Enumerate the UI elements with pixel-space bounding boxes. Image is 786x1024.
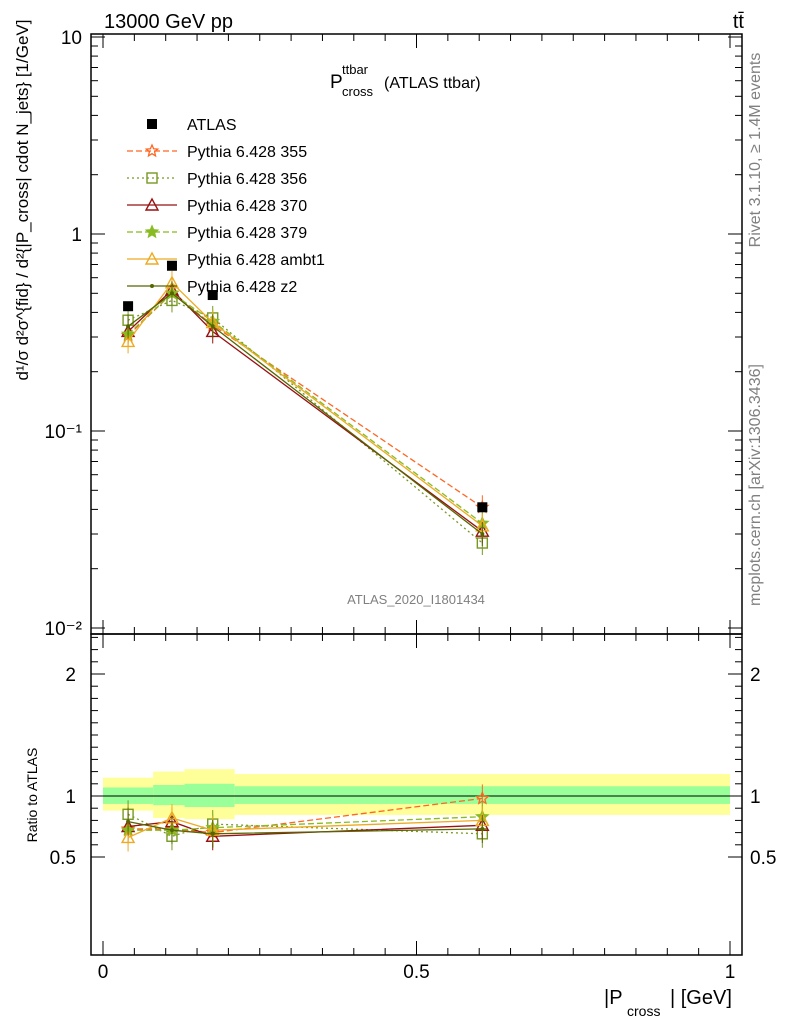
ratio-tick-label-left: 2 — [65, 665, 76, 686]
ratio-series-line — [128, 820, 483, 837]
y-tick-label: 10 — [61, 28, 82, 49]
dot-marker — [169, 828, 174, 833]
svg-text:P: P — [330, 72, 343, 93]
series-layer — [120, 270, 490, 852]
ratio-series-line — [127, 820, 483, 835]
svg-text:(ATLAS ttbar): (ATLAS ttbar) — [384, 75, 481, 92]
ratio-tick-label-right: 1 — [750, 787, 761, 808]
series-5 — [126, 281, 485, 848]
x-axis-title: |P cross | [GeV] — [604, 987, 732, 1019]
open-star-marker — [144, 143, 160, 158]
legend-label: Pythia 6.428 370 — [187, 198, 307, 215]
legend-item-1: Pythia 6.428 356 — [127, 171, 307, 188]
reference-point — [207, 290, 218, 301]
reference-point — [123, 301, 134, 312]
legend-label: Pythia 6.428 379 — [187, 225, 307, 242]
svg-text:cross: cross — [342, 84, 374, 99]
ratio-y-axis-title: Ratio to ATLAS — [24, 748, 40, 843]
legend-item-4: Pythia 6.428 ambt1 — [127, 251, 325, 269]
title-sup: ttbar — [342, 62, 369, 77]
svg-text:| [GeV]: | [GeV] — [670, 987, 732, 1009]
dot-marker — [210, 324, 215, 329]
dot-marker — [126, 819, 131, 824]
source-label: mcplots.cern.ch [arXiv:1306.3436] — [747, 364, 764, 606]
series-line — [127, 281, 483, 527]
reference-point — [477, 502, 488, 513]
y-tick-label: 1 — [71, 225, 82, 246]
legend-item-0: Pythia 6.428 355 — [127, 143, 307, 161]
series-4 — [120, 270, 490, 852]
open-triangle-marker — [120, 830, 136, 844]
chart-title: P ttbar cross (ATLAS ttbar) — [330, 62, 481, 99]
stat-uncertainty-band — [153, 785, 185, 806]
svg-text:ttbar: ttbar — [342, 62, 369, 77]
reference-layer — [123, 260, 488, 513]
legend-item-3: Pythia 6.428 379 — [127, 224, 307, 242]
series-0 — [120, 281, 490, 847]
legend-label: Pythia 6.428 356 — [187, 171, 307, 188]
legend: ATLAS Pythia 6.428 355 Pythia 6.428 356 Pyt… — [127, 117, 325, 296]
ratio-series-line — [127, 813, 483, 837]
process-label: tt̄ — [733, 11, 745, 33]
svg-text:cross: cross — [627, 1003, 660, 1019]
ratio-series-line — [127, 817, 483, 839]
filled-star-marker — [144, 224, 160, 239]
dot-marker — [169, 291, 174, 296]
legend-label: Pythia 6.428 z2 — [187, 279, 297, 296]
legend-label: Pythia 6.428 355 — [187, 144, 307, 161]
legend-item-reference: ATLAS — [147, 117, 237, 134]
open-star-marker — [474, 790, 490, 805]
y-axis-title: d¹/σ d²σ^{fid} / d²{|P_cross| cdot N_jet… — [13, 20, 32, 381]
legend-item-2: Pythia 6.428 370 — [127, 197, 307, 215]
series-line — [127, 292, 483, 524]
series-line — [127, 288, 483, 532]
x-tick-label: 0.5 — [403, 962, 429, 983]
dot-marker — [480, 826, 485, 831]
open-triangle-marker — [144, 197, 160, 211]
analysis-watermark: ATLAS_2020_I1801434 — [347, 592, 485, 607]
ratio-tick-label-right: 2 — [750, 665, 761, 686]
series-1 — [122, 288, 489, 851]
legend-marker — [147, 119, 157, 129]
dot-marker — [150, 284, 154, 288]
legend-label: ATLAS — [187, 117, 237, 134]
uncertainty-bands — [103, 769, 731, 820]
energy-label: 13000 GeV pp — [104, 11, 233, 33]
svg-text:|P: |P — [604, 987, 623, 1009]
ratio-tick-label-right: 0.5 — [750, 848, 776, 869]
stat-uncertainty-band — [184, 783, 235, 807]
rivet-version-label: Rivet 3.1.10, ≥ 1.4M events — [747, 53, 764, 248]
title-sub: cross — [342, 84, 374, 99]
dot-marker — [126, 324, 131, 329]
title-main: P — [330, 72, 343, 93]
y-tick-label: 10⁻¹ — [45, 422, 83, 443]
series-2 — [120, 277, 490, 851]
axes-layer: 10⁻² 10⁻¹ 1 10 0.5 0.5 1 1 2 2 0 0.5 1 — [45, 28, 777, 983]
x-tick-label: 0 — [98, 962, 109, 983]
open-triangle-marker — [120, 333, 136, 348]
reference-point — [166, 260, 177, 271]
dot-marker — [480, 532, 485, 537]
legend-label: Pythia 6.428 ambt1 — [187, 252, 325, 269]
legend-item-5: Pythia 6.428 z2 — [127, 279, 297, 296]
open-triangle-marker — [144, 251, 160, 265]
y-tick-label: 10⁻² — [45, 619, 83, 640]
open-square-marker — [146, 172, 158, 184]
series-line — [127, 292, 483, 535]
ratio-tick-label-left: 1 — [65, 787, 76, 808]
series-3 — [120, 281, 490, 845]
dot-marker — [210, 831, 215, 836]
ratio-series-line — [128, 816, 483, 831]
ratio-tick-label-left: 0.5 — [50, 848, 76, 869]
title-rest: (ATLAS ttbar) — [384, 75, 481, 92]
x-tick-label: 1 — [725, 962, 736, 983]
series-line — [127, 299, 483, 544]
